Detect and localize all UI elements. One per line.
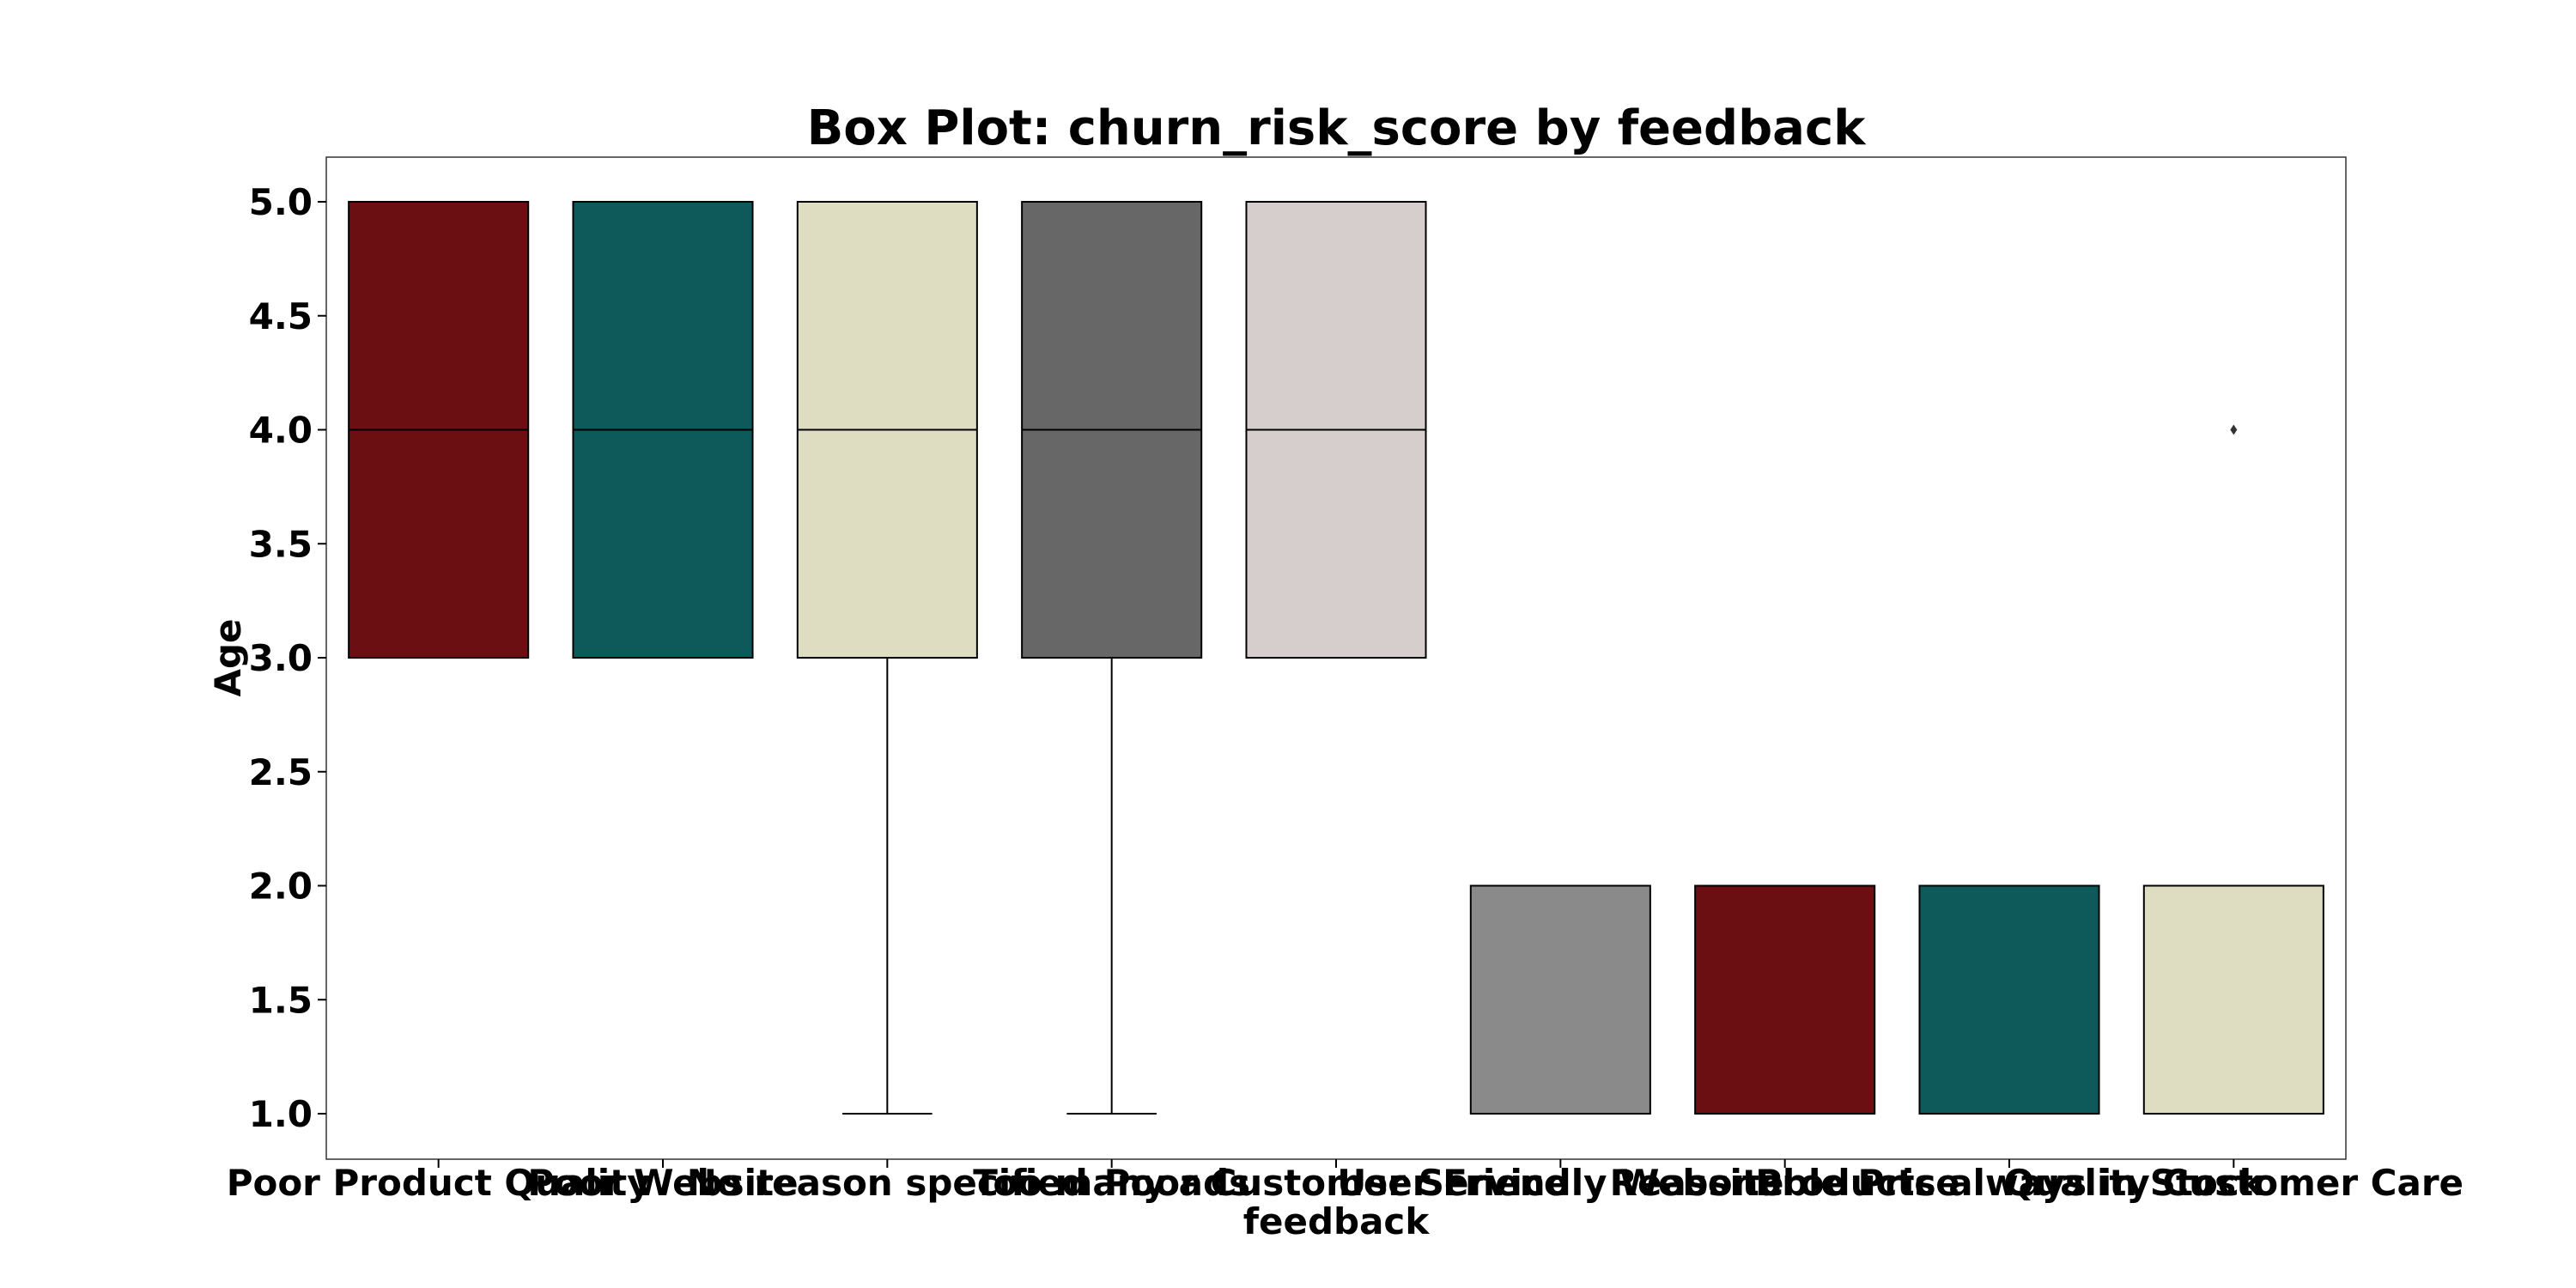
y-tick-label: 4.0 <box>249 410 313 452</box>
box-7 <box>1694 884 1876 1115</box>
box-4 <box>1021 201 1203 1115</box>
y-tick-label: 1.0 <box>249 1093 313 1135</box>
y-axis: 1.0 1.5 2.0 2.5 3.0 3.5 4.0 4.5 5.0 <box>249 181 326 1135</box>
x-tick-label: No reason specified <box>687 1162 1088 1204</box>
box-5 <box>1245 201 1427 659</box>
boxes-layer <box>348 201 2324 1115</box>
y-tick-label: 5.0 <box>249 181 313 223</box>
y-tick-label: 4.5 <box>249 295 313 337</box>
box-9 <box>2142 424 2324 1115</box>
box-6 <box>1469 884 1651 1115</box>
chart-title: Box Plot: churn_risk_score by feedback <box>807 100 1868 156</box>
y-axis-label: Age <box>207 618 249 696</box>
x-tick-label: Poor Customer Service <box>1104 1162 1569 1204</box>
x-tick-label: Poor Website <box>527 1162 798 1204</box>
box-1 <box>348 201 530 659</box>
x-tick-label: Quality Customer Care <box>2004 1162 2464 1204</box>
y-tick-label: 2.0 <box>249 866 313 908</box>
box-iqr <box>1918 884 2100 1115</box>
x-tick-label: User Friendly Website <box>1337 1162 1783 1204</box>
box-iqr <box>1469 884 1651 1115</box>
x-axis-label: feedback <box>1243 1200 1431 1242</box>
y-tick-label: 3.5 <box>249 523 313 565</box>
outlier-point <box>2230 424 2238 435</box>
box-3 <box>796 201 978 1115</box>
x-tick-label: Poor Product Quality <box>227 1162 651 1204</box>
box-8 <box>1918 884 2100 1115</box>
y-tick-label: 2.5 <box>249 751 313 793</box>
x-tick-label: Reasonable Price <box>1610 1162 1960 1204</box>
box-iqr <box>2142 884 2324 1115</box>
x-tick-label: Products always in Stock <box>1755 1162 2263 1204</box>
y-tick-label: 3.0 <box>249 637 313 679</box>
box-2 <box>572 201 754 659</box>
x-tick-label: Too many ads <box>973 1162 1250 1204</box>
box-iqr <box>1694 884 1876 1115</box>
y-tick-label: 1.5 <box>249 979 313 1021</box>
